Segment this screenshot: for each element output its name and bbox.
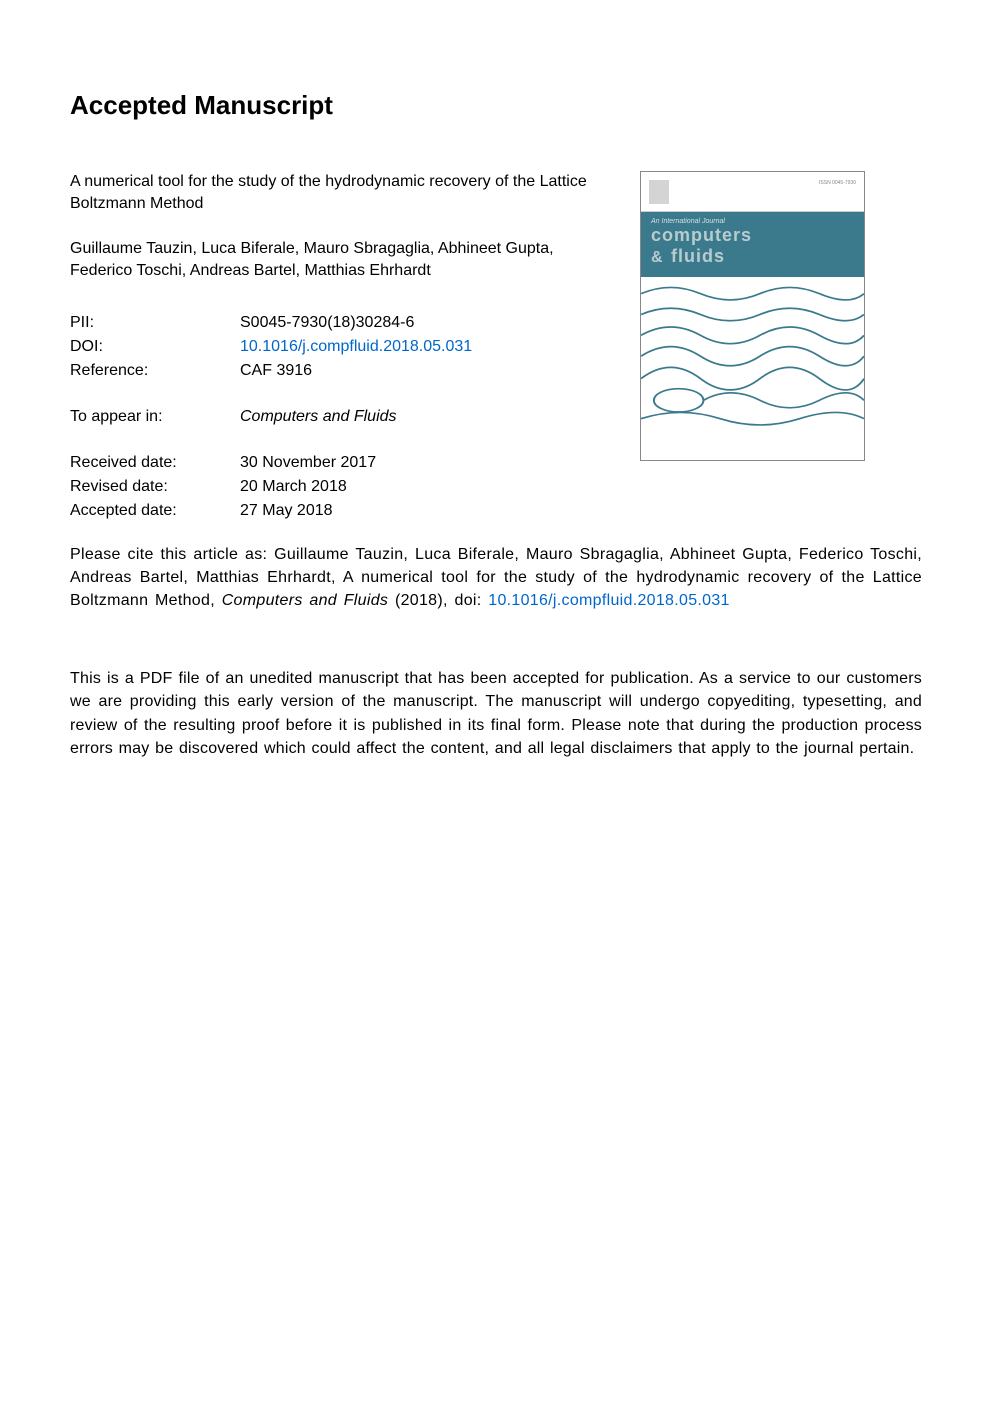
meta-row-appear: To appear in: Computers and Fluids <box>70 405 610 429</box>
meta-row-accepted: Accepted date: 27 May 2018 <box>70 499 610 523</box>
received-value: 30 November 2017 <box>240 451 610 475</box>
meta-row-pii: PII: S0045-7930(18)30284-6 <box>70 311 610 335</box>
citation-year: (2018), doi: <box>388 592 488 609</box>
reference-label: Reference: <box>70 359 240 383</box>
pii-label: PII: <box>70 311 240 335</box>
accepted-value: 27 May 2018 <box>240 499 610 523</box>
pii-value: S0045-7930(18)30284-6 <box>240 311 610 335</box>
cover-title-fluids: fluids <box>671 246 725 267</box>
appear-value: Computers and Fluids <box>240 405 610 429</box>
doi-label: DOI: <box>70 335 240 359</box>
doi-link[interactable]: 10.1016/j.compfluid.2018.05.031 <box>240 335 610 359</box>
disclaimer-text: This is a PDF file of an unedited manusc… <box>70 667 922 760</box>
reference-value: CAF 3916 <box>240 359 610 383</box>
article-authors: Guillaume Tauzin, Luca Biferale, Mauro S… <box>70 238 610 283</box>
cover-subtitle: An International Journal <box>651 218 854 225</box>
meta-row-reference: Reference: CAF 3916 <box>70 359 610 383</box>
cover-waves-graphic <box>641 277 864 427</box>
page-heading: Accepted Manuscript <box>70 90 922 121</box>
meta-row-doi: DOI: 10.1016/j.compfluid.2018.05.031 <box>70 335 610 359</box>
cover-title-computers: computers <box>651 225 854 246</box>
cover-top-bar: ISSN 0045-7930 <box>641 172 864 212</box>
citation-text: Please cite this article as: Guillaume T… <box>70 543 922 613</box>
meta-row-revised: Revised date: 20 March 2018 <box>70 475 610 499</box>
cover-issn: ISSN 0045-7930 <box>819 180 856 186</box>
cover-header: An International Journal computers & flu… <box>641 212 864 277</box>
journal-cover: ISSN 0045-7930 An International Journal … <box>640 171 865 461</box>
citation-journal: Computers and Fluids <box>222 592 389 609</box>
left-column: A numerical tool for the study of the hy… <box>70 171 610 523</box>
cover-ampersand: & <box>651 249 663 267</box>
received-label: Received date: <box>70 451 240 475</box>
appear-label: To appear in: <box>70 405 240 429</box>
revised-value: 20 March 2018 <box>240 475 610 499</box>
accepted-label: Accepted date: <box>70 499 240 523</box>
top-section: A numerical tool for the study of the hy… <box>70 171 922 523</box>
metadata-table: PII: S0045-7930(18)30284-6 DOI: 10.1016/… <box>70 311 610 523</box>
meta-row-received: Received date: 30 November 2017 <box>70 451 610 475</box>
revised-label: Revised date: <box>70 475 240 499</box>
elsevier-logo-icon <box>649 180 669 204</box>
citation-doi-link[interactable]: 10.1016/j.compfluid.2018.05.031 <box>488 592 729 609</box>
article-title: A numerical tool for the study of the hy… <box>70 171 610 216</box>
